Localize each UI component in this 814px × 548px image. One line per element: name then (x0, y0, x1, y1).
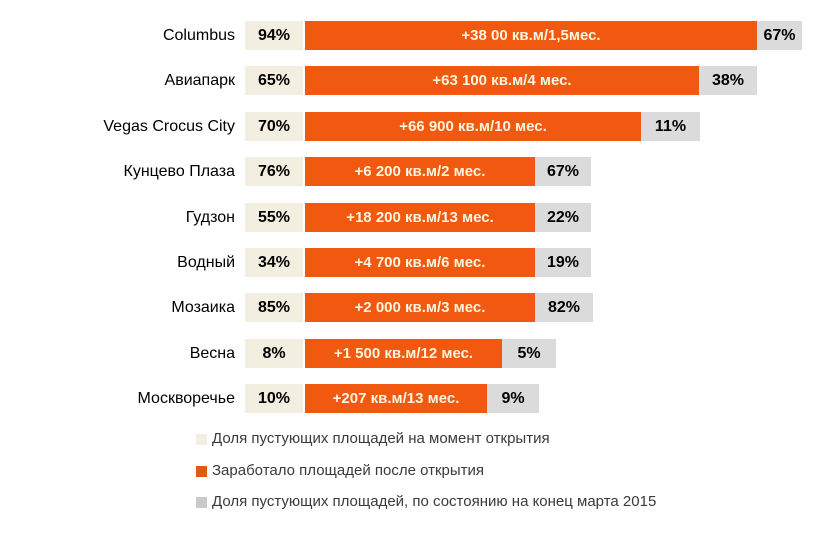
current-vacancy-cell: 5% (502, 338, 556, 368)
legend-item: Доля пустующих площадей, по состоянию на… (196, 493, 656, 513)
chart-row: Весна 8% +1 500 кв.м/12 мес. 5% (0, 338, 814, 368)
current-vacancy-cell: 82% (535, 293, 593, 323)
chart-row: Авиапарк 65% +63 100 кв.м/4 мес. 38% (0, 66, 814, 96)
category-label: Гудзон (185, 208, 235, 226)
current-vacancy-cell: 19% (535, 248, 591, 277)
leased-area-bar: +38 00 кв.м/1,5мес. (305, 21, 757, 50)
opening-vacancy-cell: 76% (245, 157, 303, 187)
category-label: Весна (189, 344, 235, 362)
leased-area-bar: +6 200 кв.м/2 мес. (305, 157, 535, 187)
chart-row: Кунцево Плаза 76% +6 200 кв.м/2 мес. 67% (0, 157, 814, 187)
category-label: Мозаика (171, 299, 235, 317)
legend-swatch-icon (196, 497, 207, 508)
legend-item: Заработало площадей после открытия (196, 462, 484, 482)
chart-row: Гудзон 55% +18 200 кв.м/13 мес. 22% (0, 202, 814, 232)
opening-vacancy-cell: 70% (245, 111, 303, 141)
legend-label: Заработало площадей после открытия (212, 461, 485, 479)
category-label: Кунцево Плаза (123, 163, 236, 181)
opening-vacancy-cell: 55% (245, 202, 303, 232)
chart-row: Водный 34% +4 700 кв.м/6 мес. 19% (0, 248, 814, 277)
chart-row: Москворечье 10% +207 кв.м/13 мес. 9% (0, 384, 814, 414)
current-vacancy-cell: 38% (699, 66, 757, 96)
legend-label: Доля пустующих площадей, по состоянию на… (212, 493, 657, 510)
category-label: Москворечье (137, 390, 235, 408)
current-vacancy-cell: 67% (535, 157, 591, 187)
opening-vacancy-cell: 94% (245, 21, 303, 50)
chart-row: Vegas Crocus City 70% +66 900 кв.м/10 мес.… (0, 111, 814, 141)
legend-label: Доля пустующих площадей на момент открыт… (212, 430, 550, 447)
category-label: Водный (177, 254, 235, 271)
opening-vacancy-cell: 8% (245, 338, 303, 368)
current-vacancy-cell: 11% (641, 111, 700, 141)
leased-area-bar: +4 700 кв.м/6 мес. (305, 248, 535, 277)
leased-area-bar: +66 900 кв.м/10 мес. (305, 111, 641, 141)
opening-vacancy-cell: 10% (245, 384, 303, 414)
leased-area-bar: +18 200 кв.м/13 мес. (305, 202, 535, 232)
category-label: Columbus (162, 27, 235, 44)
chart-row: Columbus 94% +38 00 кв.м/1,5мес. 67% (0, 21, 814, 50)
category-label: Vegas Crocus City (103, 117, 235, 135)
current-vacancy-cell: 9% (487, 384, 539, 414)
leased-area-bar: +207 кв.м/13 мес. (305, 384, 487, 414)
leased-area-bar: +1 500 кв.м/12 мес. (305, 338, 502, 368)
opening-vacancy-cell: 34% (245, 248, 303, 277)
leased-area-bar: +2 000 кв.м/3 мес. (305, 293, 535, 323)
current-vacancy-cell: 22% (535, 202, 591, 232)
current-vacancy-cell: 67% (757, 21, 802, 50)
legend-swatch-icon (196, 434, 207, 445)
leased-area-bar: +63 100 кв.м/4 мес. (305, 66, 699, 96)
legend-swatch-icon (196, 465, 207, 477)
category-label: Авиапарк (164, 72, 235, 90)
opening-vacancy-cell: 65% (245, 66, 303, 96)
chart-row: Мозаика 85% +2 000 кв.м/3 мес. 82% (0, 293, 814, 323)
opening-vacancy-cell: 85% (245, 293, 303, 323)
legend-item: Доля пустующих площадей на момент открыт… (196, 430, 550, 450)
